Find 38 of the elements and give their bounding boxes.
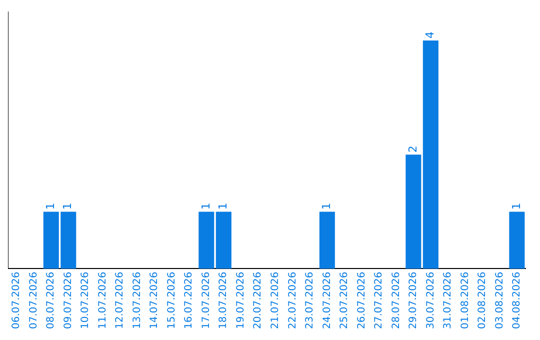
x-tick-label: 24.07.2026 (322, 272, 333, 330)
x-tick-label: 08.07.2026 (46, 272, 57, 330)
data-label: 1 (320, 202, 334, 210)
x-tick-label: 26.07.2026 (356, 272, 368, 330)
x-tick-label: 21.07.2026 (270, 272, 281, 330)
data-label: 1 (216, 202, 230, 210)
data-label: 1 (510, 202, 523, 210)
data-label: 1 (61, 202, 74, 210)
x-tick-label: 31.07.2026 (442, 272, 454, 330)
x-tick-label: 17.07.2026 (200, 272, 212, 330)
x-tick-label: 20.07.2026 (252, 272, 264, 330)
x-tick-label: 09.07.2026 (62, 272, 74, 330)
x-tick-label: 06.07.2026 (11, 272, 22, 330)
x-tick-label: 03.08.2026 (494, 272, 506, 330)
x-tick-label: 04.08.2026 (512, 272, 523, 330)
x-tick-label: 23.07.2026 (304, 272, 316, 330)
x-tick-label: 16.07.2026 (184, 272, 195, 330)
x-tick-label: 19.07.2026 (235, 272, 246, 330)
x-tick-label: 27.07.2026 (374, 272, 385, 330)
x-tick-label: 07.07.2026 (28, 272, 40, 330)
x-tick-label: 18.07.2026 (218, 272, 230, 330)
x-tick-label: 11.07.2026 (97, 272, 108, 330)
x-tick-label: 15.07.2026 (166, 272, 178, 330)
x-tick-label: 29.07.2026 (408, 272, 420, 330)
x-tick-label: 02.08.2026 (477, 272, 488, 330)
data-label: 1 (44, 202, 57, 210)
x-tick-label: 13.07.2026 (132, 272, 143, 330)
x-tick-label: 12.07.2026 (114, 272, 126, 330)
x-tick-label: 30.07.2026 (425, 272, 436, 330)
x-tick-label: 01.08.2026 (460, 272, 471, 330)
x-tick-label: 28.07.2026 (390, 272, 402, 330)
data-label: 4 (424, 32, 437, 39)
data-label: 2 (406, 146, 420, 153)
data-label: 1 (199, 202, 212, 210)
x-tick-label: 22.07.2026 (287, 272, 298, 330)
x-tick-label: 10.07.2026 (80, 272, 92, 330)
x-tick-label: 14.07.2026 (149, 272, 160, 330)
x-tick-label: 25.07.2026 (339, 272, 350, 330)
